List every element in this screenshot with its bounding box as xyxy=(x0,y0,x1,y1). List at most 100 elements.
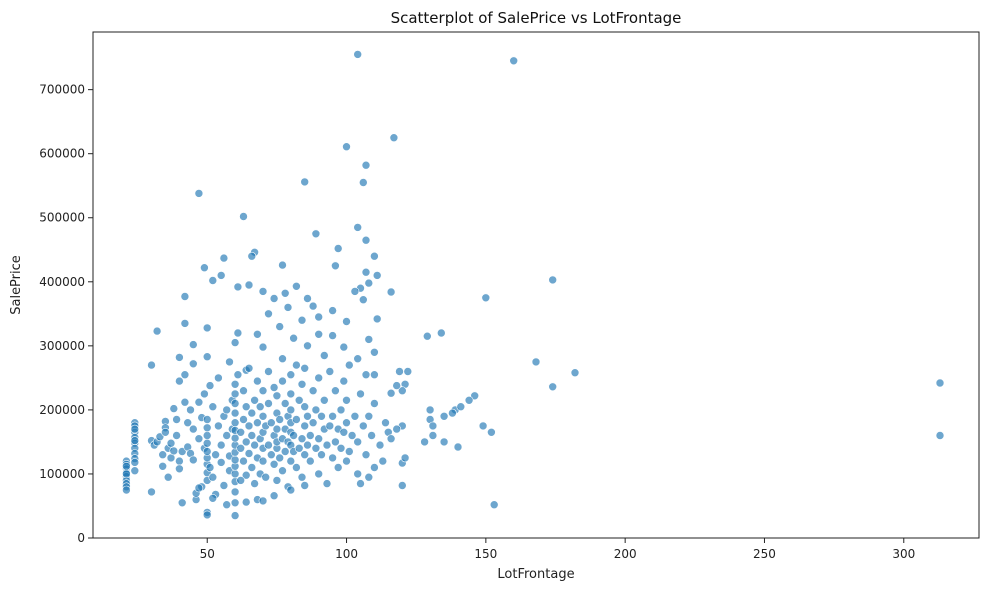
data-point xyxy=(420,437,429,447)
data-point xyxy=(202,431,212,440)
data-point xyxy=(258,342,268,352)
data-point xyxy=(372,271,382,280)
data-point xyxy=(208,276,218,285)
data-point xyxy=(548,382,558,392)
data-point xyxy=(303,294,312,303)
data-point xyxy=(481,293,491,303)
plot-frame xyxy=(92,31,980,539)
data-point xyxy=(344,360,354,370)
data-point xyxy=(311,405,321,415)
x-axis-label: LotFrontage xyxy=(497,567,574,582)
data-point xyxy=(314,329,324,339)
data-point xyxy=(339,376,349,386)
data-point xyxy=(286,405,296,415)
data-point xyxy=(130,424,140,434)
data-point xyxy=(169,446,179,456)
data-point xyxy=(163,472,173,482)
data-point xyxy=(311,229,321,239)
data-point xyxy=(364,335,374,344)
data-point xyxy=(175,464,184,474)
data-point xyxy=(255,402,265,412)
data-point xyxy=(328,453,337,463)
data-point xyxy=(470,391,480,401)
data-point xyxy=(353,50,363,59)
data-point xyxy=(147,487,156,497)
data-point xyxy=(378,456,388,466)
data-point xyxy=(353,223,363,232)
data-point xyxy=(289,431,298,440)
x-tick-label: 100 xyxy=(335,547,358,561)
data-point xyxy=(272,424,282,434)
data-point xyxy=(161,427,170,437)
data-point xyxy=(300,402,310,412)
data-point xyxy=(300,363,310,373)
data-point xyxy=(158,461,167,471)
data-point xyxy=(183,418,192,428)
data-point xyxy=(339,342,349,352)
data-point xyxy=(395,367,404,376)
data-point xyxy=(392,381,402,390)
x-tick-label: 150 xyxy=(474,547,497,561)
y-tick-label: 100000 xyxy=(39,467,85,481)
data-point xyxy=(219,253,229,263)
data-point xyxy=(353,469,363,479)
data-point xyxy=(230,408,240,418)
data-point xyxy=(322,440,332,450)
data-point xyxy=(180,397,190,407)
data-point xyxy=(219,481,229,490)
data-point xyxy=(436,328,446,338)
data-point xyxy=(342,142,351,151)
data-point xyxy=(266,418,276,428)
data-point xyxy=(328,411,337,421)
data-point xyxy=(239,386,248,396)
data-point xyxy=(317,450,326,460)
data-point xyxy=(305,456,315,466)
data-point xyxy=(300,481,310,490)
data-point xyxy=(386,287,396,297)
data-point xyxy=(333,244,343,253)
data-point xyxy=(175,376,184,386)
data-point xyxy=(189,359,198,369)
data-point xyxy=(225,357,234,367)
data-point xyxy=(233,328,243,338)
data-point xyxy=(258,287,268,296)
data-point xyxy=(286,389,296,399)
data-point xyxy=(275,415,285,424)
data-point xyxy=(250,440,259,450)
data-point xyxy=(247,463,257,472)
data-point xyxy=(189,340,198,349)
data-point xyxy=(350,411,360,421)
data-point xyxy=(358,421,368,431)
data-point xyxy=(230,511,240,520)
data-point xyxy=(244,449,254,458)
data-point xyxy=(241,437,251,447)
data-point xyxy=(189,424,198,434)
data-point xyxy=(180,370,190,380)
data-point xyxy=(253,418,262,428)
data-point xyxy=(400,453,410,463)
data-point xyxy=(175,353,184,362)
data-point xyxy=(166,438,176,448)
data-point xyxy=(361,160,371,170)
x-tick-label: 200 xyxy=(614,547,637,561)
data-point xyxy=(202,423,212,433)
data-point xyxy=(531,357,541,367)
data-point xyxy=(370,370,379,380)
data-point xyxy=(347,431,357,440)
data-point xyxy=(202,415,212,424)
data-point xyxy=(397,386,407,396)
data-point xyxy=(194,483,204,493)
data-point xyxy=(935,378,945,388)
y-tick-label: 300000 xyxy=(39,339,85,353)
data-point xyxy=(278,354,287,364)
data-point xyxy=(266,450,276,460)
data-point xyxy=(370,347,379,357)
data-point xyxy=(300,450,310,460)
data-point xyxy=(230,469,240,479)
data-point xyxy=(570,368,580,378)
data-point xyxy=(205,463,215,472)
data-point xyxy=(261,472,271,482)
data-point xyxy=(205,381,215,390)
data-point xyxy=(448,408,457,418)
data-point xyxy=(194,189,204,198)
